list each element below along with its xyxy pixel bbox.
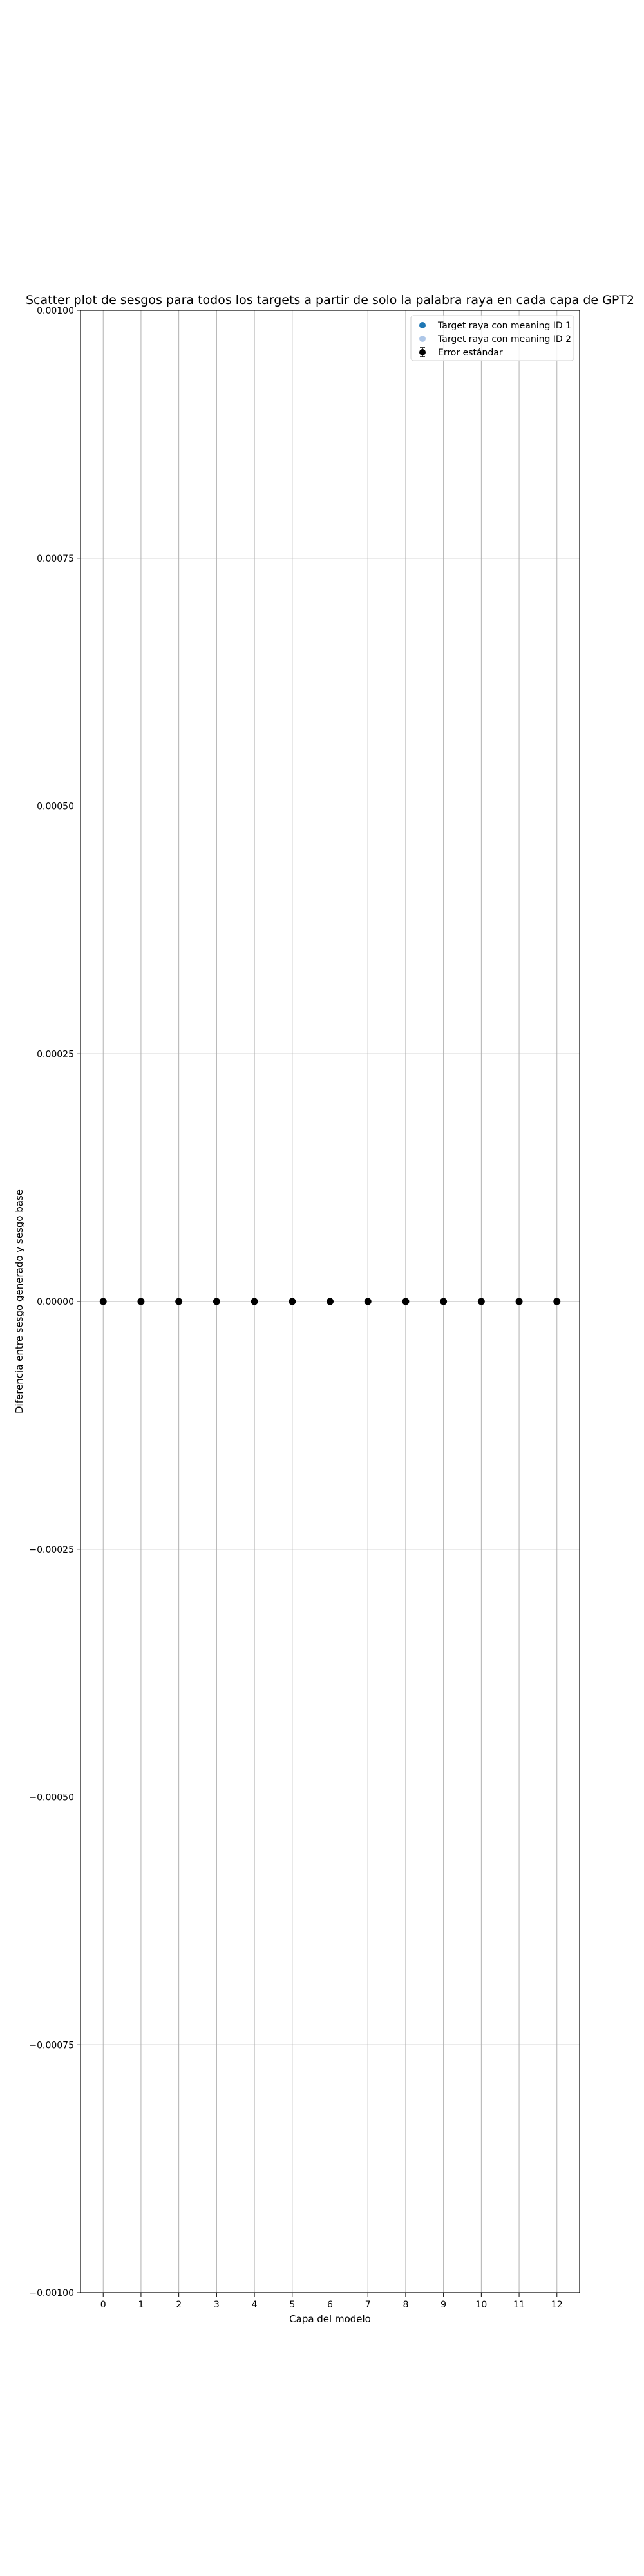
y-tick-label: 0.00050 xyxy=(37,802,74,812)
legend-marker xyxy=(419,336,426,342)
error-point xyxy=(289,1298,296,1305)
y-tick-label: −0.00025 xyxy=(29,1545,74,1555)
legend-marker xyxy=(419,322,426,328)
x-tick-label: 0 xyxy=(100,2300,106,2310)
error-point xyxy=(364,1298,372,1305)
data-points xyxy=(99,1298,561,1305)
legend: Target raya con meaning ID 1 Target raya … xyxy=(410,315,574,361)
error-point xyxy=(553,1298,561,1305)
x-tick-label: 12 xyxy=(551,2300,563,2310)
error-point xyxy=(213,1298,220,1305)
x-tick-label: 2 xyxy=(176,2300,182,2310)
y-tick-label: 0.00025 xyxy=(37,1049,74,1059)
error-point xyxy=(175,1298,183,1305)
legend-label: Target raya con meaning ID 2 xyxy=(437,334,571,345)
y-tick-label: 0.00000 xyxy=(37,1297,74,1307)
axes: 0 1 2 3 4 5 6 7 8 9 10 11 120.001000.000750.000500.0… xyxy=(29,306,580,2310)
error-point xyxy=(137,1298,145,1305)
legend-marker xyxy=(419,349,426,355)
error-point xyxy=(402,1298,410,1305)
x-tick-label: 7 xyxy=(365,2300,371,2310)
x-axis-label: Capa del modelo xyxy=(289,2313,371,2325)
y-tick-label: 0.00100 xyxy=(37,306,74,316)
y-tick-label: −0.00100 xyxy=(29,2288,74,2298)
legend-label: Target raya con meaning ID 1 xyxy=(437,321,571,331)
x-tick-label: 6 xyxy=(327,2300,333,2310)
error-point xyxy=(251,1298,258,1305)
chart-title: Scatter plot de sesgos para todos los ta… xyxy=(26,293,634,307)
y-tick-label: −0.00050 xyxy=(29,1793,74,1803)
x-tick-label: 3 xyxy=(214,2300,220,2310)
error-point xyxy=(515,1298,523,1305)
x-tick-label: 11 xyxy=(513,2300,525,2310)
plot-frame xyxy=(80,310,580,2293)
y-axis-label: Diferencia entre sesgo generado y sesgo … xyxy=(14,1189,25,1414)
y-tick-label: −0.00075 xyxy=(29,2040,74,2050)
x-tick-label: 8 xyxy=(402,2300,408,2310)
legend-box xyxy=(410,315,574,361)
x-tick-label: 1 xyxy=(138,2300,144,2310)
x-tick-label: 10 xyxy=(475,2300,487,2310)
legend-label: Error estándar xyxy=(438,348,503,358)
error-point xyxy=(99,1298,107,1305)
y-tick-label: 0.00075 xyxy=(37,554,74,564)
error-point xyxy=(477,1298,485,1305)
error-point xyxy=(440,1298,448,1305)
x-tick-label: 4 xyxy=(252,2300,258,2310)
x-tick-label: 5 xyxy=(289,2300,295,2310)
x-tick-label: 9 xyxy=(440,2300,446,2310)
error-point xyxy=(327,1298,334,1305)
